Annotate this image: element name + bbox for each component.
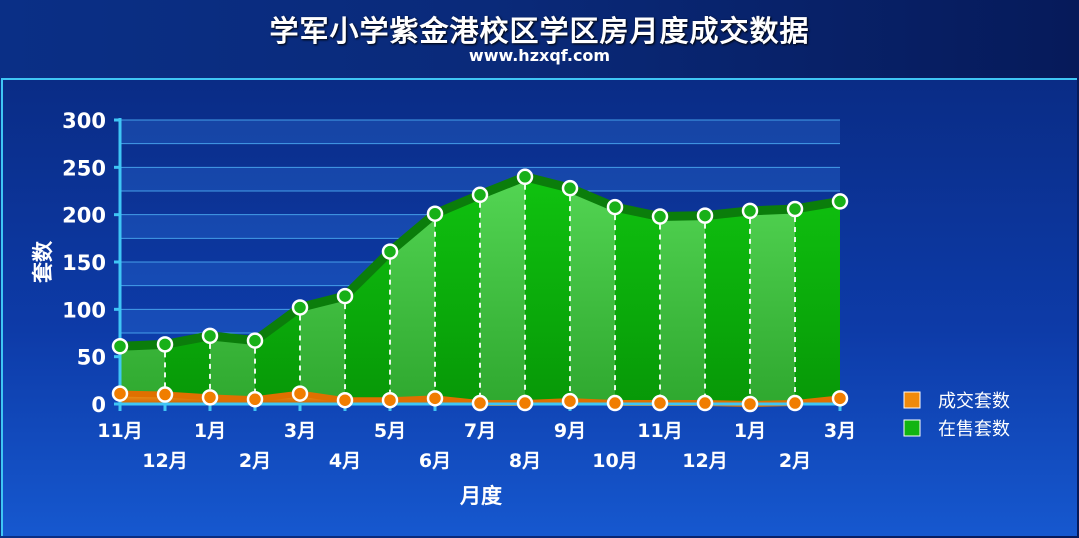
on-sale-point [156, 336, 174, 353]
on-sale-point [381, 243, 399, 260]
y-tick-label: 300 [62, 109, 106, 133]
grid-band [120, 120, 840, 144]
on-sale-point [696, 207, 714, 224]
deals-point [336, 391, 354, 409]
on-sale-point [651, 208, 669, 225]
area-band [435, 176, 480, 404]
legend-swatch [903, 391, 921, 409]
area-band [660, 176, 705, 404]
x-tick-label: 3月 [824, 420, 856, 442]
deals-point [291, 385, 309, 402]
deals-point [606, 394, 624, 412]
x-tick-label: 12月 [142, 450, 187, 472]
x-tick-label: 4月 [329, 450, 361, 472]
x-axis-label: 月度 [459, 484, 502, 508]
on-sale-point [831, 193, 849, 210]
deals-point [741, 395, 759, 413]
area-band [570, 176, 615, 404]
on-sale-point [201, 327, 219, 345]
deals-point [516, 394, 534, 412]
chart-title: 学军小学紫金港校区学区房月度成交数据 [269, 14, 810, 48]
deals-point [246, 391, 264, 408]
y-tick-label: 0 [91, 393, 106, 417]
x-tick-label: 5月 [374, 420, 406, 442]
area-band [210, 176, 255, 404]
x-tick-label: 6月 [419, 450, 451, 472]
deals-point [786, 394, 804, 412]
area-band [165, 176, 210, 404]
area-band [480, 176, 525, 404]
x-tick-label: 3月 [284, 420, 316, 442]
x-tick-label: 1月 [734, 420, 766, 442]
area-band [300, 176, 345, 404]
x-tick-label: 1月 [194, 420, 226, 442]
area-band [750, 176, 795, 404]
y-tick-label: 250 [62, 156, 106, 180]
x-tick-label: 2月 [239, 450, 271, 472]
on-sale-point [606, 198, 624, 216]
y-tick-label: 100 [62, 298, 106, 322]
area-band [705, 176, 750, 404]
grid-band [120, 167, 840, 191]
deals-point [201, 389, 219, 406]
x-tick-label: 9月 [554, 420, 586, 442]
x-tick-label: 11月 [97, 420, 142, 442]
on-sale-point [336, 287, 354, 305]
on-sale-area [120, 176, 840, 404]
legend-label: 在售套数 [938, 419, 1010, 440]
legend-label: 成交套数 [938, 391, 1010, 412]
deals-point [111, 385, 129, 402]
on-sale-point [741, 202, 759, 220]
on-sale-point [246, 332, 264, 349]
on-sale-point [471, 186, 489, 204]
y-tick-label: 200 [62, 204, 106, 228]
on-sale-point [111, 338, 129, 355]
on-sale-point [291, 299, 309, 316]
area-band [795, 176, 840, 404]
deals-point [831, 390, 849, 407]
x-tick-label: 11月 [637, 420, 682, 442]
chart-subtitle: www.hzxqf.com [468, 46, 611, 65]
deals-point [426, 390, 444, 407]
on-sale-point [786, 200, 804, 218]
y-tick-label: 150 [62, 251, 106, 275]
deals-point [561, 392, 579, 410]
y-tick-label: 50 [77, 346, 106, 370]
deals-point [651, 394, 669, 412]
deals-point [156, 386, 174, 403]
area-band [615, 176, 660, 404]
area-band [120, 176, 165, 404]
deals-point [381, 391, 399, 409]
area-band [255, 176, 300, 404]
area-band [390, 176, 435, 404]
x-tick-label: 12月 [682, 450, 727, 472]
on-sale-point [516, 168, 534, 186]
on-sale-point [561, 179, 579, 197]
x-tick-label: 10月 [592, 450, 637, 472]
on-sale-point [426, 205, 444, 222]
x-tick-label: 7月 [464, 420, 496, 442]
deals-point [471, 394, 489, 412]
area-band [525, 176, 570, 404]
x-tick-label: 2月 [779, 450, 811, 472]
y-axis-label: 套数 [31, 240, 55, 283]
deals-point [696, 394, 714, 412]
x-tick-label: 8月 [509, 450, 541, 472]
legend-swatch [903, 419, 921, 437]
